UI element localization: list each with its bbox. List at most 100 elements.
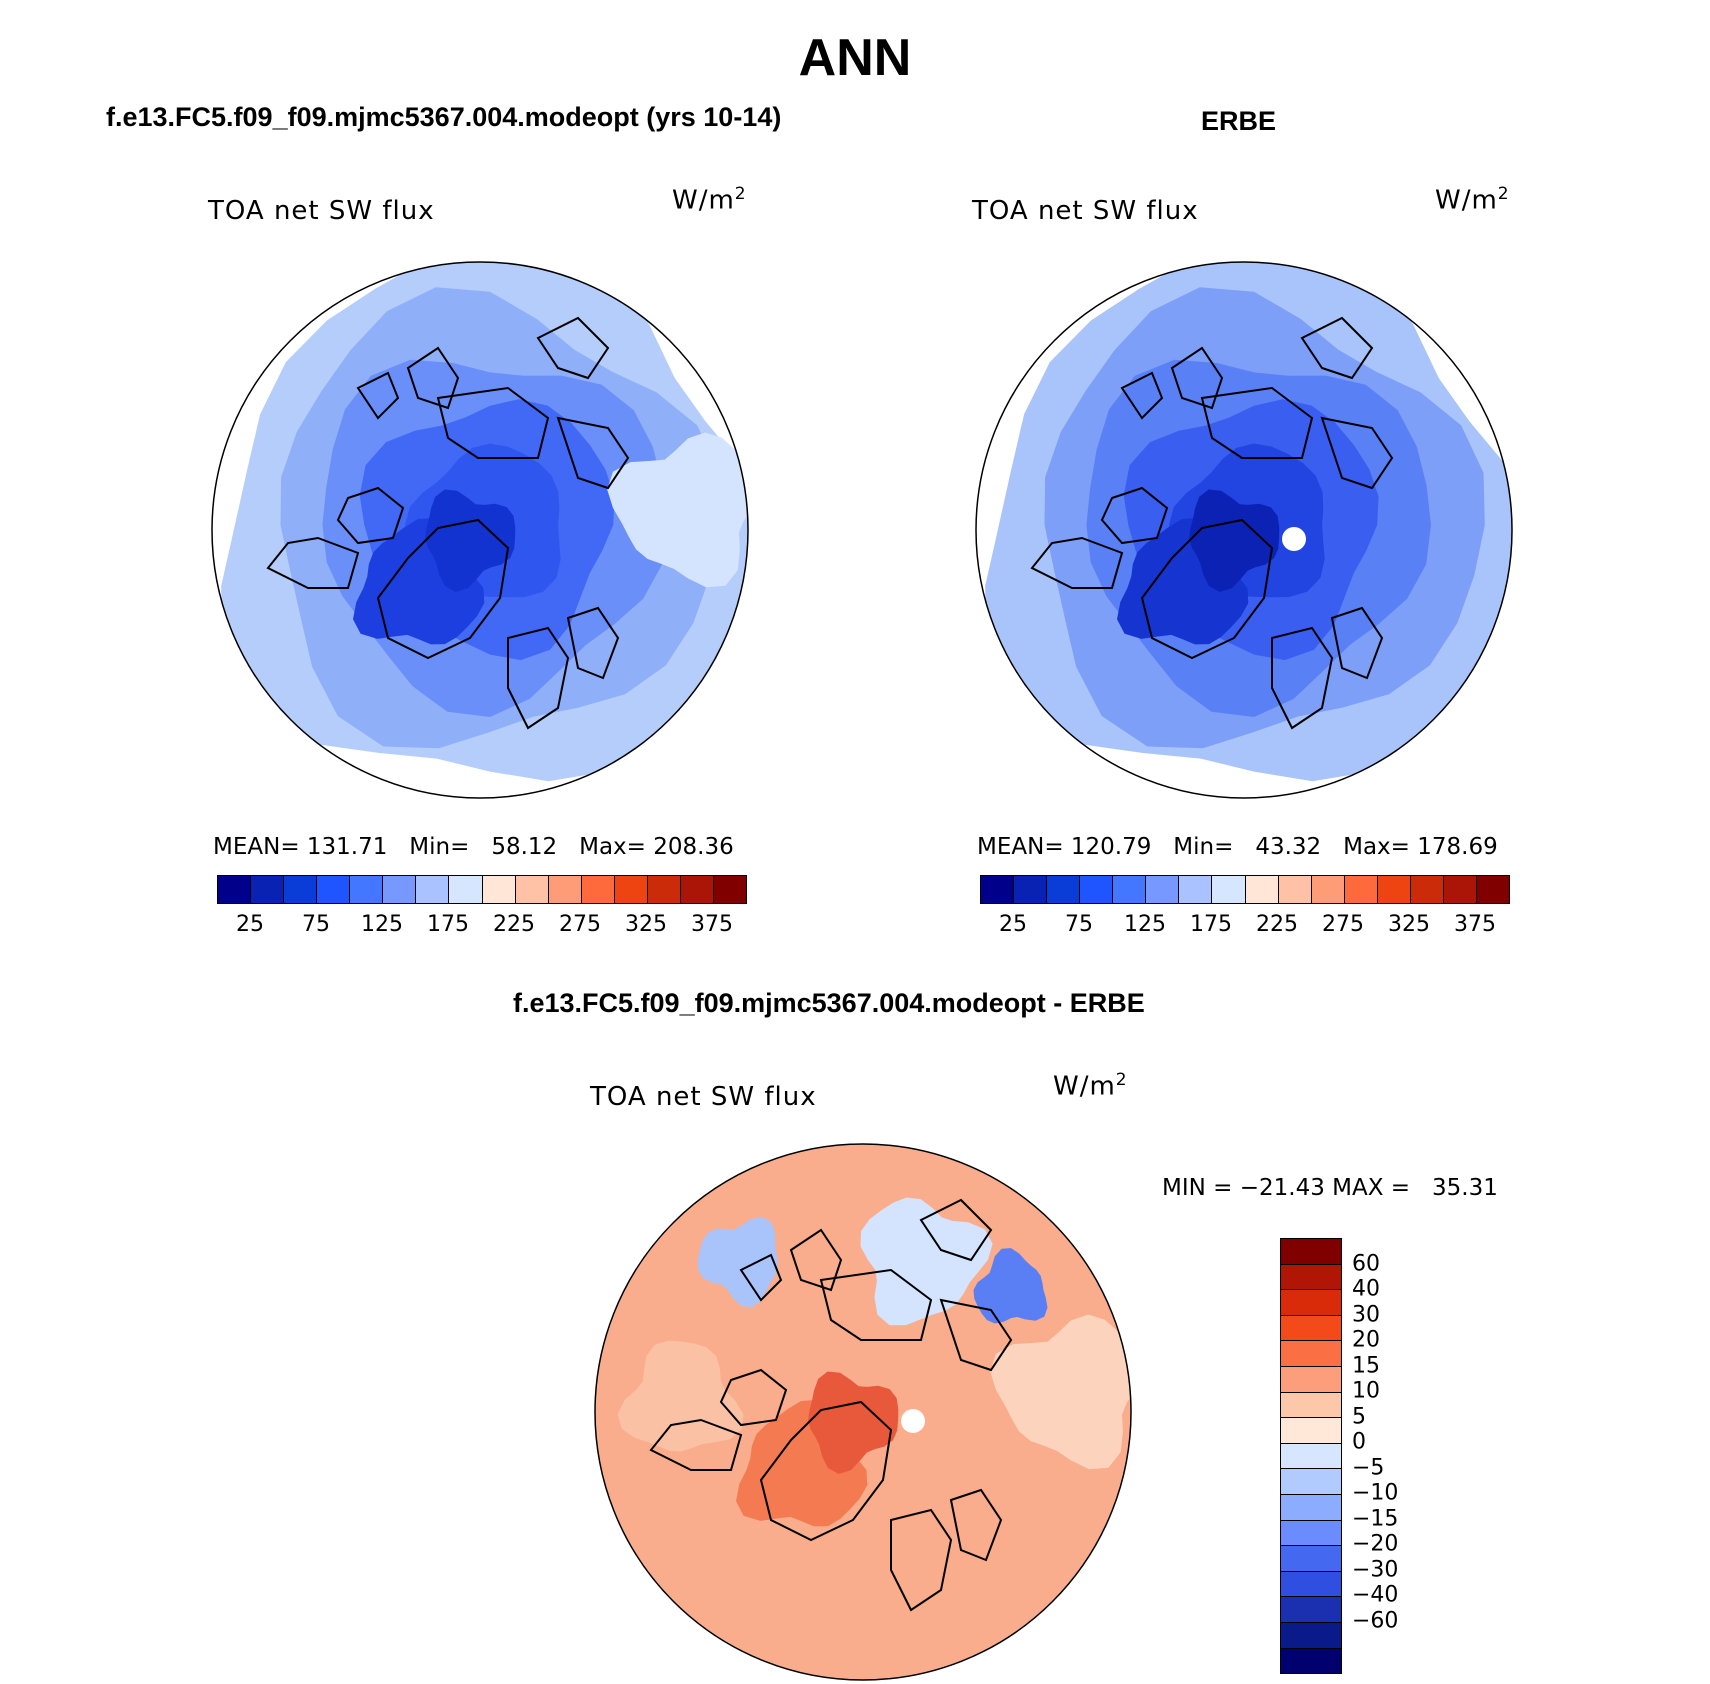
colorbar-swatch [416, 876, 450, 903]
contour-patch [697, 1216, 778, 1308]
coastline [939, 1298, 1013, 1372]
colorbar-swatch [449, 876, 483, 903]
colorbar-swatch [1281, 1494, 1341, 1521]
colorbar-swatch [1245, 876, 1279, 903]
coastline [536, 316, 610, 380]
colorbar-swatch [1281, 1239, 1341, 1265]
model-unit-label: W/m2 [672, 184, 747, 216]
coastline [556, 416, 630, 490]
model-case-title: f.e13.FC5.f09_f09.mjmc5367.004.modeopt (… [106, 102, 782, 132]
coastline [739, 1253, 783, 1302]
colorbar-tick-label: 10 [1352, 1378, 1380, 1404]
colorbar-swatch [1080, 876, 1114, 903]
colorbar-tick-label: 25 [999, 912, 1027, 937]
colorbar-swatch [1377, 876, 1411, 903]
coastline [649, 1418, 743, 1471]
colorbar-tick-label: 20 [1352, 1327, 1380, 1353]
model-colorbar [217, 875, 747, 904]
colorbar-tick-label: 325 [625, 912, 667, 937]
coastline [1330, 606, 1384, 680]
pole-gap [901, 1409, 925, 1433]
obs-colorbar [980, 875, 1510, 904]
colorbar-swatch [1281, 1392, 1341, 1419]
obs-case-title: ERBE [1201, 106, 1277, 136]
colorbar-swatch [1281, 1264, 1341, 1291]
obs-polar-map [975, 261, 1513, 799]
coastline [1170, 346, 1224, 410]
colorbar-tick-label: −15 [1352, 1506, 1399, 1532]
colorbar-tick-label: 325 [1388, 912, 1430, 937]
coastline [1320, 416, 1394, 490]
colorbar-swatch [548, 876, 582, 903]
obs-unit-label: W/m2 [1435, 184, 1510, 216]
colorbar-tick-label: 175 [1190, 912, 1232, 937]
coastline [1120, 371, 1164, 420]
map-border [975, 261, 1513, 799]
colorbar-tick-label: 0 [1352, 1429, 1366, 1455]
colorbar-swatch [1278, 876, 1312, 903]
colorbar-swatch [1113, 876, 1147, 903]
colorbar-swatch [350, 876, 384, 903]
colorbar-swatch [1281, 1520, 1341, 1547]
colorbar-swatch [1476, 876, 1509, 903]
colorbar-swatch [1344, 876, 1378, 903]
colorbar-swatch [981, 876, 1015, 903]
colorbar-swatch [581, 876, 615, 903]
colorbar-swatch [1146, 876, 1180, 903]
colorbar-swatch [1281, 1546, 1341, 1572]
colorbar-swatch [1281, 1290, 1341, 1316]
colorbar-swatch [515, 876, 549, 903]
model-colorbar-labels: 25 75 125 175 225 275 325 375 [217, 912, 745, 942]
colorbar-tick-label: 75 [302, 912, 330, 937]
coastline [356, 371, 400, 420]
colorbar-tick-label: 225 [1256, 912, 1298, 937]
colorbar-swatch [680, 876, 714, 903]
pole-gap [1282, 527, 1306, 551]
colorbar-tick-label: −20 [1352, 1531, 1399, 1557]
diff-stats: MIN = −21.43 MAX = 35.31 [1162, 1175, 1498, 1201]
colorbar-tick-label: 375 [691, 912, 733, 937]
diff-polar-map [594, 1143, 1132, 1681]
coastline [819, 1268, 933, 1341]
colorbar-swatch [218, 876, 252, 903]
colorbar-swatch [1281, 1341, 1341, 1367]
colorbar-swatch [1281, 1622, 1341, 1649]
coastline [1030, 536, 1124, 589]
colorbar-tick-label: −40 [1352, 1582, 1399, 1608]
coastline [1271, 626, 1334, 730]
coastline [759, 1400, 893, 1542]
colorbar-tick-label: −5 [1352, 1455, 1385, 1481]
coastline [1100, 486, 1169, 545]
diff-colorbar [1280, 1238, 1342, 1674]
colorbar-tick-label: 75 [1065, 912, 1093, 937]
contour-patch [1189, 489, 1280, 592]
colorbar-tick-label: −10 [1352, 1480, 1399, 1506]
colorbar-tick-label: 40 [1352, 1276, 1380, 1302]
colorbar-tick-label: −60 [1352, 1608, 1399, 1634]
coastline [336, 486, 405, 545]
colorbar-swatch [1281, 1597, 1341, 1623]
coastline [376, 518, 510, 660]
model-polar-map [211, 261, 749, 799]
colorbar-swatch [1281, 1469, 1341, 1495]
diff-field-label: TOA net SW flux [590, 1082, 817, 1112]
colorbar-swatch [1212, 876, 1246, 903]
colorbar-tick-label: 5 [1352, 1404, 1366, 1430]
colorbar-swatch [1281, 1571, 1341, 1598]
colorbar-swatch [713, 876, 746, 903]
colorbar-tick-label: 125 [1124, 912, 1166, 937]
colorbar-tick-label: 15 [1352, 1353, 1380, 1379]
colorbar-swatch [1281, 1366, 1341, 1393]
colorbar-swatch [614, 876, 648, 903]
colorbar-swatch [1443, 876, 1477, 903]
colorbar-tick-label: 275 [1322, 912, 1364, 937]
colorbar-swatch [1281, 1648, 1341, 1674]
colorbar-swatch [1281, 1418, 1341, 1444]
contour-patch [973, 1248, 1048, 1324]
coastline [266, 536, 360, 589]
coastline [566, 606, 620, 680]
contour-patch [860, 1197, 993, 1326]
coastline [919, 1198, 993, 1262]
colorbar-tick-label: 175 [427, 912, 469, 937]
obs-field-label: TOA net SW flux [972, 196, 1199, 226]
